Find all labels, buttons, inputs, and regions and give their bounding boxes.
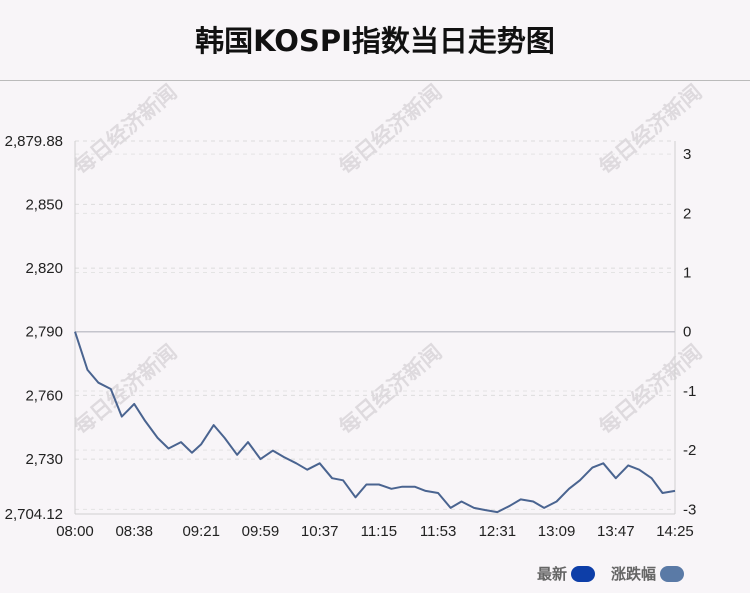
watermark-text-1: 每日经济新闻 [335,80,447,179]
x-tick-label: 09:59 [242,523,280,540]
watermark-text-3: 每日经济新闻 [70,340,182,439]
series-layer [74,331,676,514]
x-tick-labels: 08:00 08:38 09:21 09:59 10:37 11:15 11:53 12:31… [56,523,694,540]
chart-legend: 最新 涨跌幅 [537,563,684,584]
y-left-tick-label: 2,790 [25,324,63,341]
chart-title: 韩国KOSPI指数当日走势图 [195,24,555,58]
axes [74,141,676,515]
y-left-tick-label: 2,730 [25,451,63,468]
y-left-tick-label: 2,850 [25,196,63,213]
x-tick-label: 10:37 [301,523,339,540]
y-right-tick-label: -2 [683,442,696,459]
x-tick-label: 14:25 [656,523,694,540]
x-tick-label: 11:53 [420,523,456,540]
x-tick-label: 13:47 [597,523,635,540]
watermark-text-4: 每日经济新闻 [335,340,447,439]
legend-label-change-pct: 涨跌幅 [610,565,656,583]
y-right-tick-label: -3 [683,501,696,518]
y-right-tick-label: -1 [683,383,696,400]
x-tick-label: 08:38 [115,523,153,540]
legend-label-latest: 最新 [536,565,567,583]
y-right-tick-label: 2 [683,205,691,222]
title-divider [0,80,750,81]
legend-swatch-latest[interactable] [570,565,595,582]
x-tick-label: 12:31 [479,523,517,540]
x-tick-label: 09:21 [182,523,220,540]
y-left-tick-labels: 2,879.88 2,850 2,820 2,790 2,760 2,730 2,704.1… [5,133,63,523]
y-left-tick-label: 2,760 [25,387,63,404]
y-right-tick-label: 3 [683,146,691,163]
watermark-text-2: 每日经济新闻 [595,80,707,179]
watermark-text-0: 每日经济新闻 [70,80,182,179]
series-line-0 [74,331,676,514]
y-right-tick-label: 1 [683,265,691,282]
legend-swatch-change-pct[interactable] [660,565,684,582]
y-right-tick-label: 0 [683,324,691,341]
x-tick-label: 13:09 [538,523,576,540]
y-left-tick-label: 2,820 [25,260,63,277]
y-left-tick-label: 2,879.88 [5,133,63,150]
y-right-tick-labels: 3 2 1 0 -1 -2 -3 [683,146,696,518]
grid-lines [75,140,675,515]
y-left-tick-label: 2,704.12 [5,506,63,523]
x-tick-label: 08:00 [56,523,94,540]
x-tick-label: 11:15 [361,523,397,540]
